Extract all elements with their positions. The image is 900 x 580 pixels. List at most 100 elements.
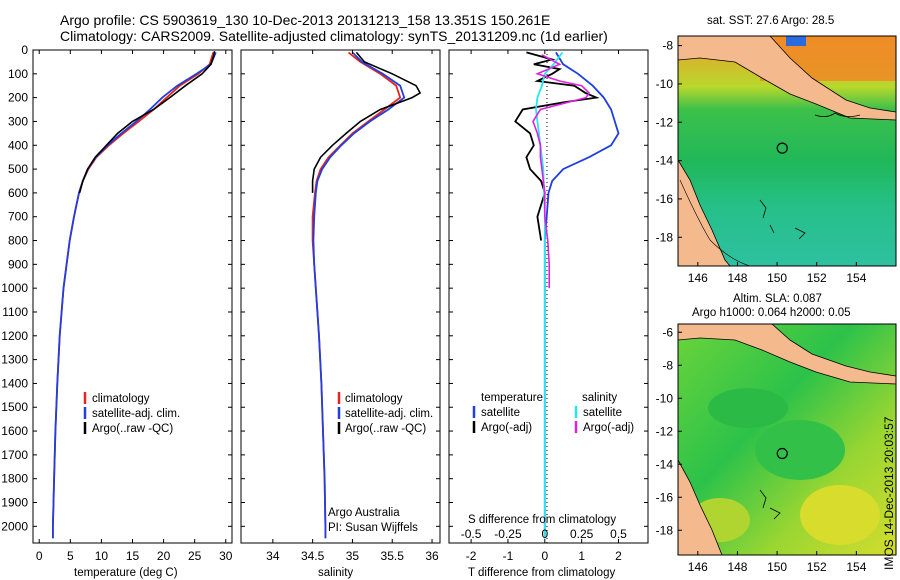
- depth-tick-label: 1600: [1, 424, 28, 438]
- x-tick-label: -1: [503, 549, 514, 563]
- sla-map-axes: 146 148 150 152 154 -6 -8 -10 -12 -14 -16 -18: [656, 325, 867, 574]
- x-tick-label: 35: [346, 549, 360, 563]
- depth-tick-label: 0: [21, 43, 28, 57]
- figure-title-line1: Argo profile: CS 5903619_130 10-Dec-2013…: [60, 12, 550, 28]
- low-sla-patch: [755, 420, 845, 480]
- s-diff-tick-label: 0: [541, 527, 548, 541]
- x-tick-label: 34: [266, 549, 280, 563]
- s-diff-tick-label: 0.25: [570, 527, 594, 541]
- x-tick-label: 25: [188, 549, 202, 563]
- island-outline: [814, 112, 861, 117]
- salinity-axis-label: salinity: [318, 567, 353, 579]
- x-tick-label: 15: [126, 549, 140, 563]
- salinity-panel-frame: [240, 49, 441, 544]
- map-y-tick-label: -8: [662, 358, 673, 372]
- australia-land: [678, 159, 731, 266]
- legend-title-salinity: salinity: [582, 392, 617, 404]
- legend-label-satellite: satellite-adj. clim.: [345, 408, 433, 420]
- s-diff-tick-label: -0.5: [461, 527, 482, 541]
- x-tick-label: 30: [219, 549, 233, 563]
- series-line-temperature-argo-adj-: [514, 51, 600, 241]
- map-y-tick-label: -18: [656, 230, 674, 244]
- map-y-tick-label: -12: [656, 424, 674, 438]
- x-tick-label: 10: [95, 549, 109, 563]
- x-tick-label: 0: [36, 549, 43, 563]
- legend-title-temperature: temperature: [481, 392, 543, 404]
- legend-label-t-satellite: satellite: [481, 407, 520, 419]
- s-difference-axis-label: S difference from climatology: [468, 514, 616, 526]
- depth-tick-label: 200: [8, 91, 28, 105]
- map-y-tick-label: -16: [656, 490, 674, 504]
- legend-label-s-argo: Argo(-adj): [583, 422, 634, 434]
- series-line-salinity-satellite: [535, 51, 564, 539]
- sst-map-frame: [677, 35, 897, 267]
- map-x-tick-label: 146: [688, 271, 708, 285]
- temperature-x-axis: 0 5 10 15 20 25 30: [36, 50, 233, 563]
- x-tick-label: 20: [157, 549, 171, 563]
- legend-label-argo: Argo(..raw -QC): [92, 423, 173, 435]
- x-tick-label: 36: [425, 549, 439, 563]
- depth-tick-label: 300: [8, 114, 28, 128]
- difference-legend: temperature salinity satellite Argo(-adj…: [472, 392, 634, 434]
- depth-tick-label: 1700: [1, 448, 28, 462]
- map-y-tick-label: -14: [656, 154, 674, 168]
- depth-tick-label: 700: [8, 210, 28, 224]
- sla-map-title-line2: Argo h1000: 0.064 h2000: 0.05: [692, 307, 851, 319]
- depth-tick-label: 900: [8, 257, 28, 271]
- depth-tick-label: 800: [8, 234, 28, 248]
- difference-plot: [514, 50, 620, 543]
- map-y-tick-label: -8: [662, 39, 673, 53]
- series-line-argo-raw-qc-: [311, 51, 422, 193]
- sst-map-title: sat. SST: 27.6 Argo: 28.5: [707, 15, 834, 27]
- temperature-plot: [52, 51, 217, 539]
- legend-label-climatology: climatology: [345, 393, 403, 405]
- map-x-tick-label: 150: [767, 560, 787, 574]
- x-tick-label: 34.5: [301, 549, 325, 563]
- argo-float-location-marker: [776, 447, 788, 460]
- map-y-tick-label: -12: [656, 115, 674, 129]
- depth-tick-label: 2000: [1, 519, 28, 533]
- depth-tick-label: 1200: [1, 329, 28, 343]
- reef-outline: [759, 199, 806, 240]
- map-x-tick-label: 154: [846, 271, 866, 285]
- legend-label-satellite: satellite-adj. clim.: [92, 408, 180, 420]
- x-tick-label: -2: [466, 549, 477, 563]
- x-tick-label: 2: [615, 549, 622, 563]
- depth-contour: [679, 179, 751, 266]
- map-y-tick-label: -14: [656, 457, 674, 471]
- attribution-line1: Argo Australia: [328, 507, 400, 519]
- depth-tick-label: 400: [8, 138, 28, 152]
- temperature-axis-label: temperature (deg C): [74, 567, 178, 579]
- difference-panel-frame: [448, 49, 649, 544]
- sla-map-frame: [677, 323, 897, 556]
- map-x-tick-label: 150: [767, 271, 787, 285]
- series-line-argo-raw-qc-: [78, 51, 216, 194]
- legend-label-t-argo: Argo(-adj): [481, 422, 532, 434]
- new-guinea-land: [678, 324, 896, 385]
- x-tick-label: 35.5: [381, 549, 405, 563]
- argo-float-location-marker: [776, 142, 788, 154]
- map-y-tick-label: -10: [656, 391, 674, 405]
- x-tick-label: 0: [541, 549, 548, 563]
- reef-outline: [759, 489, 781, 520]
- map-y-tick-label: -10: [656, 77, 674, 91]
- s-diff-tick-label: -0.25: [494, 527, 522, 541]
- x-tick-label: 1: [578, 549, 585, 563]
- depth-tick-label: 600: [8, 186, 28, 200]
- depth-tick-label: 1900: [1, 496, 28, 510]
- depth-tick-label: 1800: [1, 472, 28, 486]
- map-x-tick-label: 148: [727, 560, 747, 574]
- map-x-tick-label: 152: [807, 271, 827, 285]
- x-tick-label: 5: [67, 549, 74, 563]
- depth-tick-label: 100: [8, 67, 28, 81]
- legend-label-s-satellite: satellite: [583, 407, 622, 419]
- series-line-temperature-satellite: [543, 51, 620, 539]
- map-x-tick-label: 152: [807, 560, 827, 574]
- depth-tick-label: 1000: [1, 281, 28, 295]
- australia-land: [678, 459, 723, 555]
- t-difference-axis-label: T difference from climatology: [468, 567, 615, 579]
- map-y-tick-label: -6: [662, 325, 673, 339]
- high-sla-patch: [800, 485, 880, 545]
- difference-x-axis: -2 -1 0 1 2 -0.5 -0.25 0 0.25 0.5: [461, 50, 627, 563]
